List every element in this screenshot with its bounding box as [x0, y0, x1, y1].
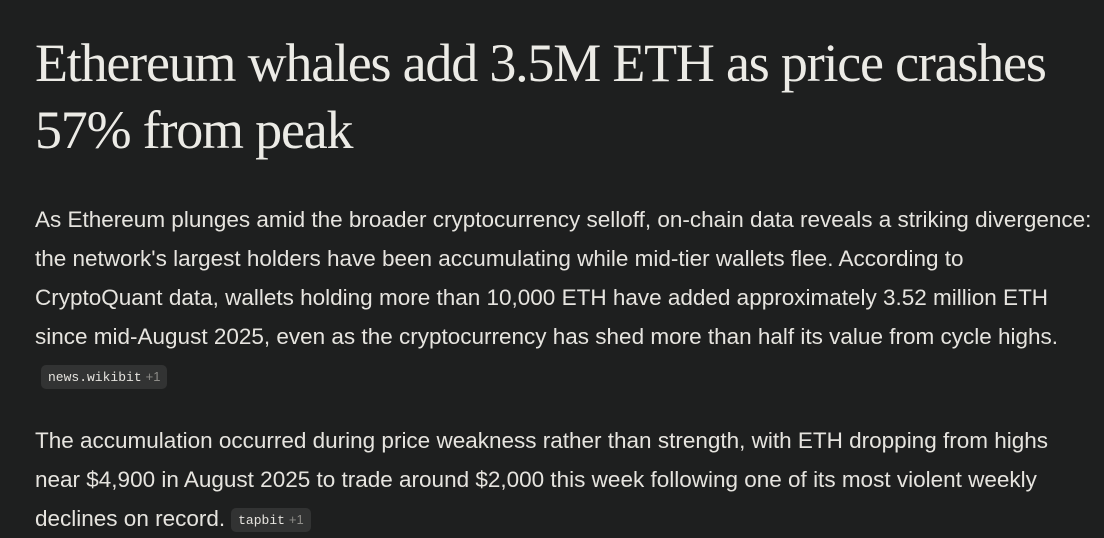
citation-extra: +1	[145, 369, 161, 384]
paragraph-text: The accumulation occurred during price w…	[35, 428, 1049, 531]
paragraph-text: As Ethereum plunges amid the broader cry…	[35, 207, 1092, 349]
paragraph: As Ethereum plunges amid the broader cry…	[35, 200, 1095, 395]
citation[interactable]: tapbit +1	[231, 508, 311, 532]
citation-extra: +1	[288, 512, 304, 527]
citation[interactable]: news.wikibit +1	[41, 365, 168, 389]
citation-source: news.wikibit	[48, 370, 142, 385]
citation-source: tapbit	[238, 513, 285, 528]
article-title: Ethereum whales add 3.5M ETH as price cr…	[35, 33, 1047, 160]
paragraph: The accumulation occurred during price w…	[35, 421, 1095, 538]
